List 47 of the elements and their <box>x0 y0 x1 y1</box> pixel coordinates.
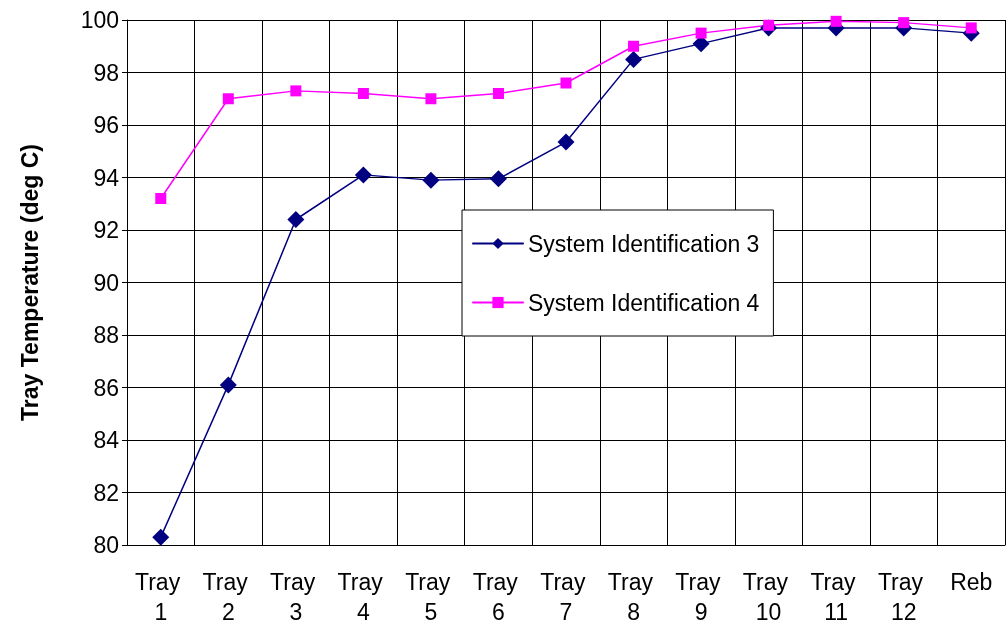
point <box>354 166 372 184</box>
point <box>152 528 170 546</box>
point <box>222 93 234 105</box>
point <box>425 93 437 105</box>
x-tick-label: Tray 1 <box>135 569 187 625</box>
x-tick-label: Tray 3 <box>270 569 322 625</box>
point <box>155 193 167 204</box>
y-tick-label: 80 <box>93 532 119 558</box>
x-tick-label: Tray 12 <box>877 569 930 625</box>
point <box>290 85 302 97</box>
point <box>492 88 504 99</box>
point <box>830 15 842 27</box>
point <box>287 211 305 228</box>
y-tick-label: 82 <box>93 479 119 506</box>
y-tick-label: 86 <box>93 374 119 401</box>
point <box>557 133 575 151</box>
x-tick-label: Tray 5 <box>405 569 457 625</box>
x-tick-label: Reb <box>950 569 993 595</box>
y-tick-label: 98 <box>93 59 119 86</box>
x-tick-label: Tray 2 <box>202 569 255 625</box>
legend-label: System Identification 3 <box>528 230 760 257</box>
x-tick-label: Tray 4 <box>337 569 390 625</box>
x-tick-label: Tray 6 <box>472 569 525 625</box>
point <box>357 88 369 99</box>
point <box>422 171 440 189</box>
y-tick-label: 90 <box>93 269 119 296</box>
y-tick-label: 88 <box>93 322 119 348</box>
point <box>898 17 910 29</box>
y-tick-label: 92 <box>93 217 119 243</box>
x-tick-label: Tray 11 <box>810 569 862 625</box>
x-tick-label: Tray 7 <box>540 569 592 625</box>
point <box>219 376 237 394</box>
y-axis-title: Tray Temperature (deg C) <box>16 144 43 421</box>
point <box>965 22 977 34</box>
point <box>489 170 507 188</box>
point <box>625 50 643 68</box>
y-tick-label: 96 <box>93 112 119 138</box>
y-tick-label: 94 <box>93 164 120 191</box>
point <box>628 40 640 52</box>
point <box>695 27 707 39</box>
x-tick-label: Tray 8 <box>607 569 660 625</box>
legend-label: System Identification 4 <box>528 289 760 316</box>
y-tick-label: 84 <box>93 427 120 453</box>
x-tick-label: Tray 10 <box>742 569 795 625</box>
x-tick-label: Tray 9 <box>675 569 727 625</box>
y-tick-label: 100 <box>80 7 119 33</box>
point <box>560 77 572 89</box>
